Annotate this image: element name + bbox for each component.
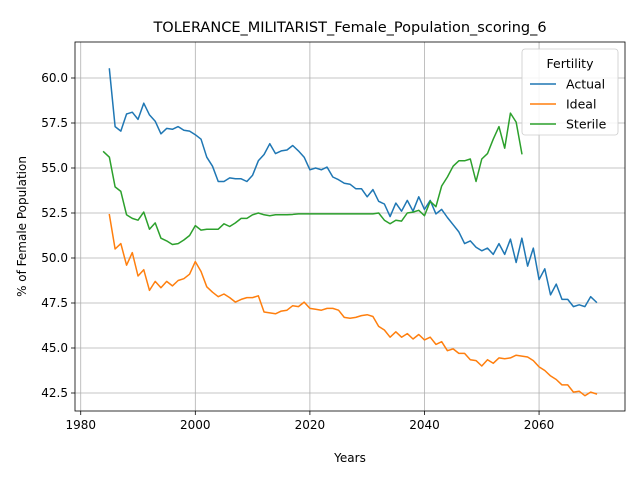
x-axis-label: Years	[333, 451, 366, 465]
legend-label-sterile: Sterile	[566, 117, 607, 132]
x-tick-label: 1980	[65, 418, 96, 432]
legend-frame	[521, 48, 619, 136]
y-tick-label: 45.0	[41, 341, 68, 355]
y-tick-label: 50.0	[41, 251, 68, 265]
series-lines	[102, 68, 598, 397]
chart-title: TOLERANCE_MILITARIST_Female_Population_s…	[152, 20, 546, 36]
legend: Fertility Actual Ideal Sterile	[521, 48, 619, 136]
legend-label-ideal: Ideal	[566, 97, 596, 112]
y-tick-label: 47.5	[41, 296, 68, 310]
axis-ticks: 1980 2000 2020 2040 2060 42.5 45.0 47.5 50.0 52.5…	[41, 71, 554, 432]
x-tick-label: 2000	[180, 418, 211, 432]
series-line-ideal	[108, 213, 598, 397]
legend-title: Fertility	[547, 56, 595, 71]
y-tick-label: 55.0	[41, 161, 68, 175]
series-line-actual	[108, 68, 598, 308]
plot-frame	[74, 41, 626, 412]
x-tick-label: 2020	[295, 418, 326, 432]
y-tick-label: 60.0	[41, 71, 68, 85]
series-line-sterile	[102, 112, 523, 246]
y-tick-label: 57.5	[41, 116, 68, 130]
y-tick-label: 52.5	[41, 206, 68, 220]
y-tick-label: 42.5	[41, 386, 68, 400]
legend-label-actual: Actual	[566, 77, 605, 92]
x-tick-label: 2040	[409, 418, 440, 432]
y-axis-label: % of Female Population	[15, 156, 29, 297]
x-tick-label: 2060	[524, 418, 555, 432]
